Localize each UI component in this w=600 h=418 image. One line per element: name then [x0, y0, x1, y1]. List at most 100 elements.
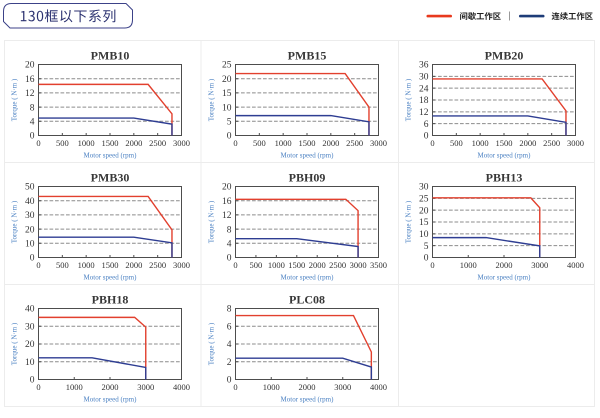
svg-text:30: 30	[419, 183, 429, 193]
svg-text:0: 0	[430, 260, 434, 270]
svg-text:PMB20: PMB20	[485, 49, 524, 63]
svg-text:12: 12	[419, 108, 429, 118]
svg-text:8: 8	[30, 103, 35, 113]
svg-text:0: 0	[227, 132, 232, 142]
svg-text:10: 10	[419, 230, 429, 240]
svg-text:2000: 2000	[102, 382, 119, 392]
svg-text:30: 30	[25, 211, 35, 221]
svg-text:5: 5	[227, 118, 232, 128]
svg-text:4000: 4000	[567, 260, 584, 270]
svg-text:30: 30	[25, 322, 35, 332]
svg-text:20: 20	[25, 340, 35, 350]
svg-text:2500: 2500	[329, 260, 346, 270]
svg-text:Torque ( N·m ): Torque ( N·m )	[208, 322, 216, 365]
svg-text:6: 6	[424, 120, 429, 130]
svg-text:4: 4	[227, 240, 232, 250]
svg-text:2000: 2000	[519, 138, 536, 148]
svg-text:0: 0	[30, 132, 35, 142]
svg-text:2000: 2000	[309, 260, 326, 270]
svg-text:0: 0	[430, 138, 434, 148]
svg-text:20: 20	[222, 75, 232, 85]
svg-text:8: 8	[227, 225, 232, 235]
svg-text:24: 24	[419, 84, 429, 94]
svg-text:PMB15: PMB15	[288, 49, 327, 63]
svg-text:1000: 1000	[78, 260, 95, 270]
svg-text:500: 500	[253, 138, 266, 148]
svg-text:1000: 1000	[78, 138, 95, 148]
svg-text:3000: 3000	[350, 260, 367, 270]
svg-text:PBH13: PBH13	[486, 171, 523, 185]
svg-text:Torque ( N·m ): Torque ( N·m )	[11, 78, 19, 121]
svg-text:PBH09: PBH09	[289, 171, 326, 185]
svg-text:10: 10	[25, 240, 35, 250]
svg-text:500: 500	[56, 138, 69, 148]
svg-text:6: 6	[227, 322, 232, 332]
svg-text:2000: 2000	[322, 138, 339, 148]
svg-text:50: 50	[25, 183, 35, 193]
svg-text:30: 30	[419, 73, 429, 83]
svg-text:Motor speed (rpm): Motor speed (rpm)	[478, 274, 532, 282]
svg-text:Torque ( N·m ): Torque ( N·m )	[208, 78, 216, 121]
svg-text:0: 0	[30, 254, 35, 264]
svg-text:1500: 1500	[102, 138, 119, 148]
svg-text:Motor speed (rpm): Motor speed (rpm)	[84, 152, 138, 160]
svg-text:0: 0	[227, 376, 232, 386]
svg-text:3000: 3000	[334, 382, 351, 392]
svg-text:18: 18	[419, 96, 429, 106]
svg-text:Motor speed (rpm): Motor speed (rpm)	[84, 274, 138, 282]
svg-text:16: 16	[25, 75, 35, 85]
svg-text:0: 0	[30, 376, 35, 386]
svg-text:2000: 2000	[125, 138, 142, 148]
svg-text:1000: 1000	[472, 138, 489, 148]
svg-text:Motor speed (rpm): Motor speed (rpm)	[281, 274, 335, 282]
svg-text:20: 20	[25, 61, 35, 71]
svg-text:36: 36	[419, 61, 429, 71]
svg-text:PMB10: PMB10	[91, 49, 130, 63]
svg-text:8: 8	[227, 305, 232, 315]
svg-text:2000: 2000	[299, 382, 316, 392]
svg-text:40: 40	[25, 305, 35, 315]
svg-text:3000: 3000	[531, 260, 548, 270]
svg-text:Torque ( N·m ): Torque ( N·m )	[11, 200, 19, 243]
svg-text:4: 4	[30, 118, 35, 128]
svg-text:Torque ( N·m ): Torque ( N·m )	[208, 200, 216, 243]
svg-text:Motor speed (rpm): Motor speed (rpm)	[281, 396, 335, 404]
svg-text:2500: 2500	[346, 138, 363, 148]
svg-text:2: 2	[227, 358, 232, 368]
svg-text:1500: 1500	[288, 260, 305, 270]
svg-text:3000: 3000	[173, 138, 190, 148]
svg-text:20: 20	[419, 206, 429, 216]
svg-text:2500: 2500	[149, 260, 166, 270]
svg-text:3000: 3000	[173, 260, 190, 270]
svg-text:12: 12	[222, 211, 232, 221]
svg-text:PBH18: PBH18	[92, 293, 129, 307]
svg-text:0: 0	[233, 382, 237, 392]
svg-text:0: 0	[36, 260, 40, 270]
svg-text:1000: 1000	[263, 382, 280, 392]
svg-text:0: 0	[36, 138, 40, 148]
svg-text:3000: 3000	[370, 138, 387, 148]
svg-text:1000: 1000	[268, 260, 285, 270]
svg-text:Motor speed (rpm): Motor speed (rpm)	[281, 152, 335, 160]
svg-text:40: 40	[25, 197, 35, 207]
svg-text:1000: 1000	[66, 382, 83, 392]
svg-text:500: 500	[450, 138, 463, 148]
svg-text:0: 0	[233, 260, 237, 270]
svg-text:0: 0	[424, 254, 429, 264]
svg-text:PMB30: PMB30	[91, 171, 130, 185]
svg-text:12: 12	[25, 89, 35, 99]
svg-text:2000: 2000	[496, 260, 513, 270]
svg-text:2000: 2000	[125, 260, 142, 270]
svg-text:5: 5	[424, 242, 429, 252]
svg-text:Torque ( N·m ): Torque ( N·m )	[11, 322, 19, 365]
svg-text:500: 500	[56, 260, 69, 270]
svg-text:2500: 2500	[543, 138, 560, 148]
svg-text:10: 10	[222, 103, 232, 113]
svg-text:0: 0	[424, 132, 429, 142]
svg-text:500: 500	[250, 260, 263, 270]
svg-text:1000: 1000	[460, 260, 477, 270]
svg-text:Torque ( N·m ): Torque ( N·m )	[405, 78, 413, 121]
svg-text:4000: 4000	[370, 382, 387, 392]
svg-text:4000: 4000	[173, 382, 190, 392]
svg-text:25: 25	[419, 195, 429, 205]
